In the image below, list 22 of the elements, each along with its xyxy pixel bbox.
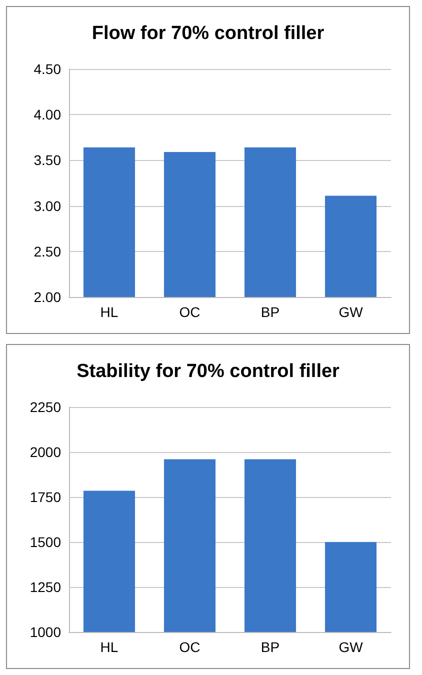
y-tick-label: 1250 [30,579,62,595]
y-tick-label: 2.00 [34,289,62,305]
x-tick-label: OC [179,639,200,655]
y-tick-label: 1750 [30,489,62,505]
y-tick-label: 2000 [30,444,62,460]
chart-title: Stability for 70% control filler [76,361,340,382]
chart-title: Flow for 70% control filler [92,23,325,44]
x-tick-label: GW [338,639,364,655]
x-tick-label: HL [100,639,118,655]
y-tick-label: 4.50 [34,61,62,77]
x-tick-label: BP [260,639,280,655]
y-tick-label: 1000 [30,624,62,640]
x-tick-label: GW [338,304,364,320]
y-tick-label: 2250 [30,399,62,415]
y-tick-label: 3.50 [34,152,62,168]
y-tick-label: 2.50 [34,243,62,260]
y-tick-label: 4.00 [34,106,62,123]
y-tick-label: 1500 [30,534,62,550]
y-tick-label: 3.00 [34,198,62,214]
x-tick-label: BP [260,304,280,320]
x-tick-label: OC [179,304,200,320]
x-tick-label: HL [100,304,118,320]
